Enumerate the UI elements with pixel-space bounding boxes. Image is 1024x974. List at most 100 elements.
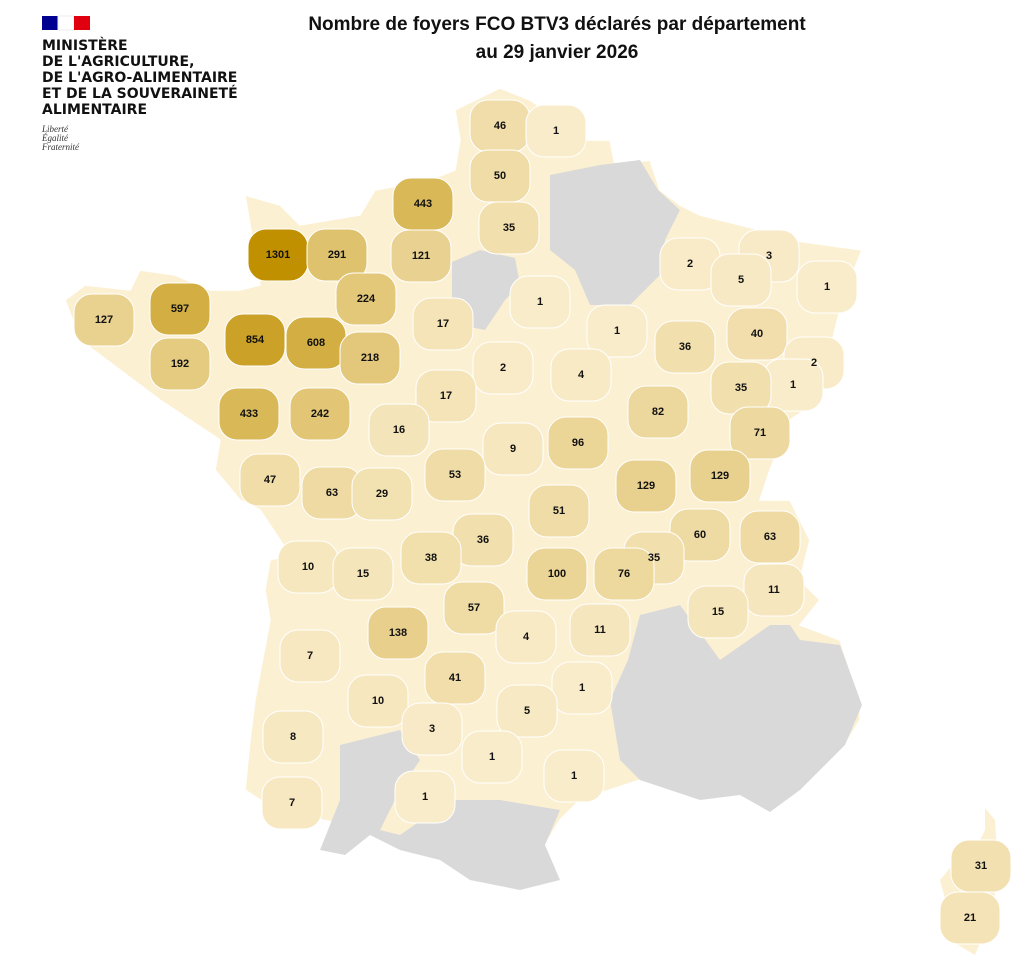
department: [509, 275, 571, 329]
department-value: 1: [614, 325, 620, 337]
department-value: 11: [594, 624, 606, 636]
department: [73, 293, 135, 347]
department: [424, 651, 486, 705]
department-value: 7: [307, 650, 313, 662]
department: [586, 304, 648, 358]
department: [550, 348, 612, 402]
department: [261, 776, 323, 830]
department: [569, 603, 631, 657]
department: [495, 610, 557, 664]
department-value: 31: [975, 860, 987, 872]
department: [796, 260, 858, 314]
department-value: 242: [311, 408, 329, 420]
department-value: 433: [240, 408, 258, 420]
department: [461, 730, 523, 784]
department: [289, 387, 351, 441]
department: [412, 297, 474, 351]
department-value: 5: [524, 705, 530, 717]
department-value: 76: [618, 568, 630, 580]
department-areas: [73, 99, 1012, 945]
flag-white: [57, 15, 75, 31]
department-value: 291: [328, 249, 346, 261]
department-value: 2: [500, 362, 506, 374]
department-value: 36: [477, 534, 489, 546]
department-value: 63: [764, 531, 776, 543]
department: [390, 229, 452, 283]
department: [729, 406, 791, 460]
department: [543, 749, 605, 803]
department: [401, 702, 463, 756]
ministry-line: DE L'AGRICULTURE,: [42, 54, 194, 70]
department: [654, 320, 716, 374]
motto: Liberté: [41, 124, 69, 134]
department: [496, 684, 558, 738]
department-value: 1: [571, 770, 577, 782]
department: [347, 674, 409, 728]
department: [615, 459, 677, 513]
department-value: 608: [307, 337, 325, 349]
department: [224, 313, 286, 367]
department-value: 1: [790, 379, 796, 391]
department-value: 2: [687, 258, 693, 270]
department: [472, 341, 534, 395]
department-value: 50: [494, 170, 506, 182]
flag-red: [74, 16, 90, 30]
title: au 29 janvier 2026: [476, 42, 639, 63]
department-value: 1: [824, 281, 830, 293]
ministry-line: ET DE LA SOUVERAINETÉ: [42, 85, 238, 102]
department-value: 51: [553, 505, 565, 517]
department: [710, 253, 772, 307]
department: [306, 228, 368, 282]
department: [743, 563, 805, 617]
department-value: 15: [357, 568, 369, 580]
department-value: 10: [372, 695, 384, 707]
department: [149, 337, 211, 391]
department-value: 29: [376, 488, 388, 500]
department-value: 1: [489, 751, 495, 763]
department-value: 17: [437, 318, 449, 330]
department: [443, 581, 505, 635]
department-value: 63: [326, 487, 338, 499]
department-value: 443: [414, 198, 432, 210]
department: [593, 547, 655, 601]
department: [368, 403, 430, 457]
department-value: 4: [578, 369, 585, 381]
department-value: 35: [503, 222, 515, 234]
department-value: 100: [548, 568, 566, 580]
department: [687, 585, 749, 639]
department: [551, 661, 613, 715]
department-value: 36: [679, 341, 691, 353]
department: [689, 449, 751, 503]
department-value: 53: [449, 469, 461, 481]
department: [279, 629, 341, 683]
ministry-line: ALIMENTAIRE: [42, 102, 147, 118]
no-data-region: [550, 160, 680, 305]
ministry-line: MINISTÈRE: [42, 37, 128, 54]
department: [218, 387, 280, 441]
department: [526, 547, 588, 601]
department-value: 82: [652, 406, 664, 418]
department-value: 129: [711, 470, 729, 482]
department-value: 46: [494, 120, 506, 132]
department: [547, 416, 609, 470]
department: [478, 201, 540, 255]
department-value: 192: [171, 358, 189, 370]
department-value: 1301: [266, 249, 290, 261]
no-data-region: [610, 605, 862, 812]
flag-blue: [42, 16, 58, 30]
department: [939, 891, 1001, 945]
department-value: 57: [468, 602, 480, 614]
department: [262, 710, 324, 764]
department: [367, 606, 429, 660]
department-value: 4: [523, 631, 530, 643]
department-value: 597: [171, 303, 189, 315]
department-value: 35: [648, 552, 660, 564]
title: Nombre de foyers FCO BTV3 déclarés par d…: [308, 14, 806, 35]
department-value: 11: [768, 584, 780, 596]
department: [351, 467, 413, 521]
department: [424, 448, 486, 502]
department: [394, 770, 456, 824]
department-value: 47: [264, 474, 276, 486]
